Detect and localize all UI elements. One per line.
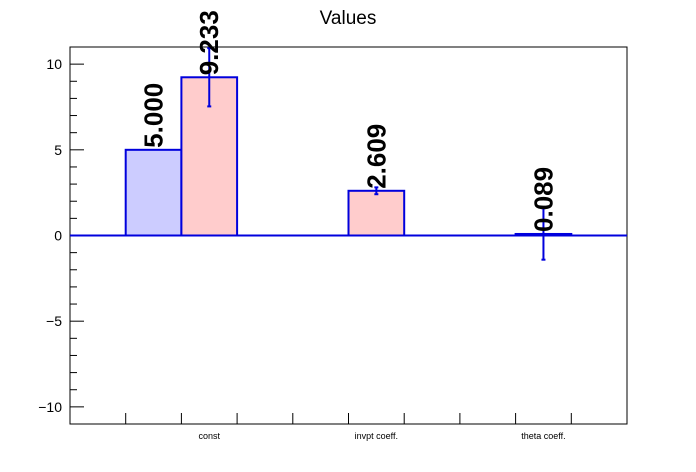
data-labels: 5.000 9.233 2.609 0.089 [139,10,559,232]
bar [124,148,183,237]
x-tick-label: const [198,431,220,441]
y-tick-label: 0 [54,228,62,244]
data-label: 2.609 [361,124,391,189]
x-tick-label: theta coeff. [521,431,565,441]
y-tick-label: −5 [46,313,62,329]
error-bars [207,47,546,261]
y-tick-label: 5 [54,142,62,158]
data-label: 5.000 [139,83,169,148]
y-tick-label: −10 [38,399,62,415]
chart-title: Values [320,8,377,29]
bars [124,76,573,237]
y-tick-label: 10 [46,56,62,72]
data-label: 9.233 [194,10,224,75]
bar [347,189,406,237]
x-tick-label: invpt coeff. [355,431,398,441]
data-label: 0.089 [528,167,558,232]
axes: −10 −5 0 5 10 const invpt coeff. theta coeff. [38,46,628,441]
